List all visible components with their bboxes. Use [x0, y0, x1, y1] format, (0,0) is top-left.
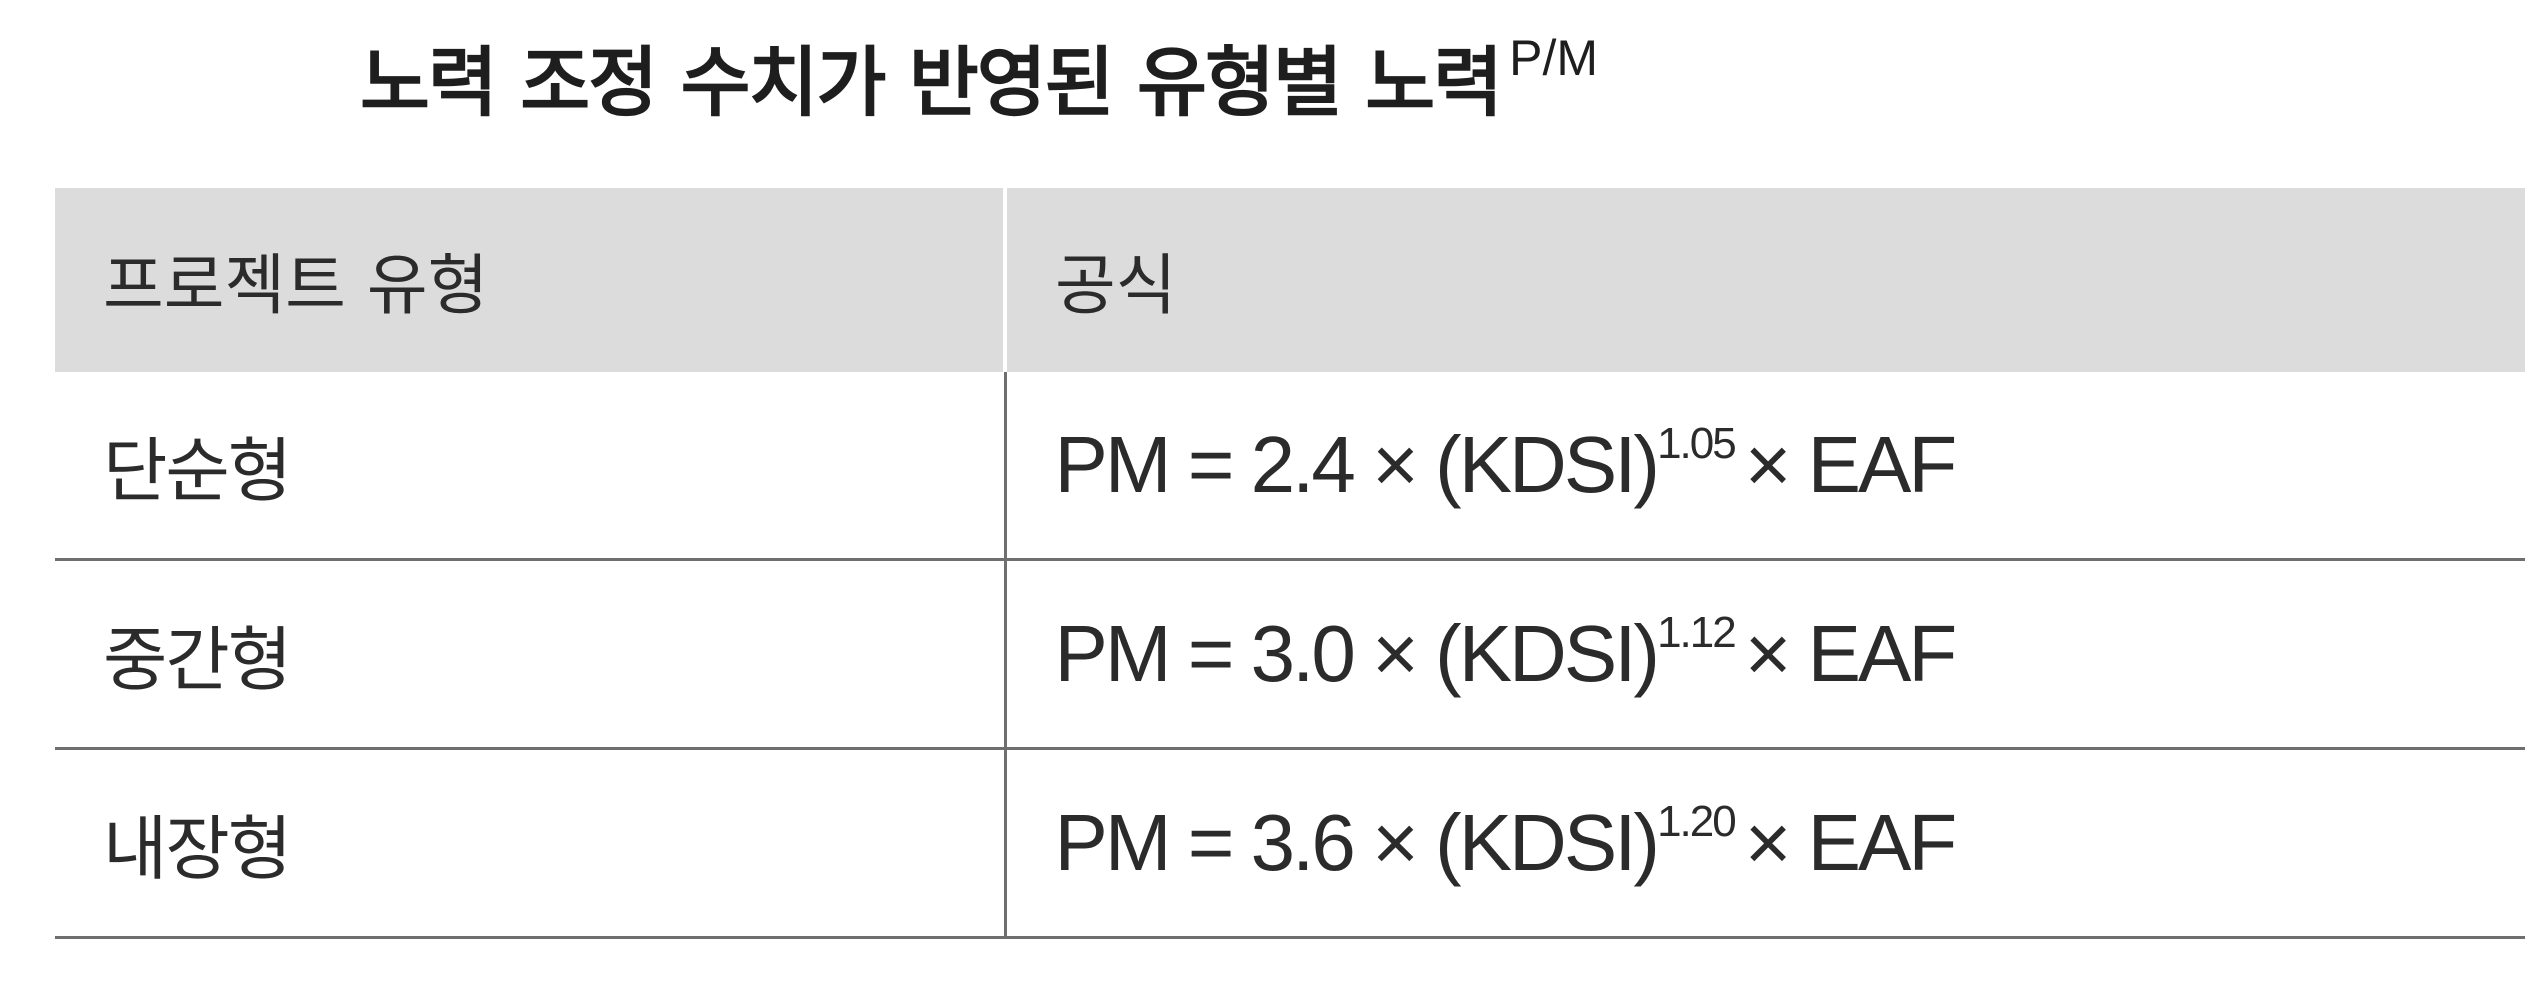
formula-text: PM = 2.4 × (KDSI)1.05 × EAF: [1054, 419, 1958, 509]
highlighted-type-label: 중간형: [68, 581, 335, 731]
formula-exponent: 1.05: [1657, 419, 1737, 468]
formula-exponent: 1.12: [1657, 608, 1737, 657]
title-unit-superscript: P/M: [1509, 30, 1599, 86]
project-type-cell: 단순형: [55, 372, 1005, 561]
formula-suffix: × EAF: [1744, 420, 1958, 509]
project-type-cell: 내장형: [55, 748, 1005, 939]
formula-prefix: PM = 3.6 × (KDSI): [1054, 798, 1661, 887]
highlighted-type-label: 내장형: [68, 770, 335, 920]
formula-text: PM = 3.0 × (KDSI)1.12 × EAF: [1054, 608, 1958, 698]
formula-cell: PM = 3.6 × (KDSI)1.20 × EAF: [1003, 748, 2525, 939]
formula-text: PM = 3.6 × (KDSI)1.20 × EAF: [1054, 797, 1958, 887]
page-title: 노력 조정 수치가 반영된 유형별 노력 P/M: [360, 28, 1598, 138]
formula-cell: PM = 3.0 × (KDSI)1.12 × EAF: [1003, 559, 2525, 750]
header-formula: 공식: [1003, 188, 2525, 372]
formula-suffix: × EAF: [1744, 609, 1958, 698]
formula-prefix: PM = 3.0 × (KDSI): [1054, 609, 1661, 698]
highlighted-type-label: 단순형: [68, 392, 335, 542]
title-text: 노력 조정 수치가 반영된 유형별 노력: [360, 38, 1503, 127]
header-project-type: 프로젝트 유형: [55, 188, 1005, 372]
effort-formula-table: 프로젝트 유형 공식 단순형 PM = 2.4 × (KDSI)1.05 × EA…: [55, 188, 2525, 939]
formula-suffix: × EAF: [1744, 798, 1958, 887]
table-header-row: 프로젝트 유형 공식: [55, 188, 2525, 372]
formula-exponent: 1.20: [1657, 797, 1737, 846]
table-row: 내장형 PM = 3.6 × (KDSI)1.20 × EAF: [55, 748, 2525, 939]
table-row: 단순형 PM = 2.4 × (KDSI)1.05 × EAF: [55, 372, 2525, 561]
formula-prefix: PM = 2.4 × (KDSI): [1054, 420, 1661, 509]
formula-cell: PM = 2.4 × (KDSI)1.05 × EAF: [1003, 372, 2525, 561]
table-row: 중간형 PM = 3.0 × (KDSI)1.12 × EAF: [55, 559, 2525, 750]
project-type-cell: 중간형: [55, 559, 1005, 750]
